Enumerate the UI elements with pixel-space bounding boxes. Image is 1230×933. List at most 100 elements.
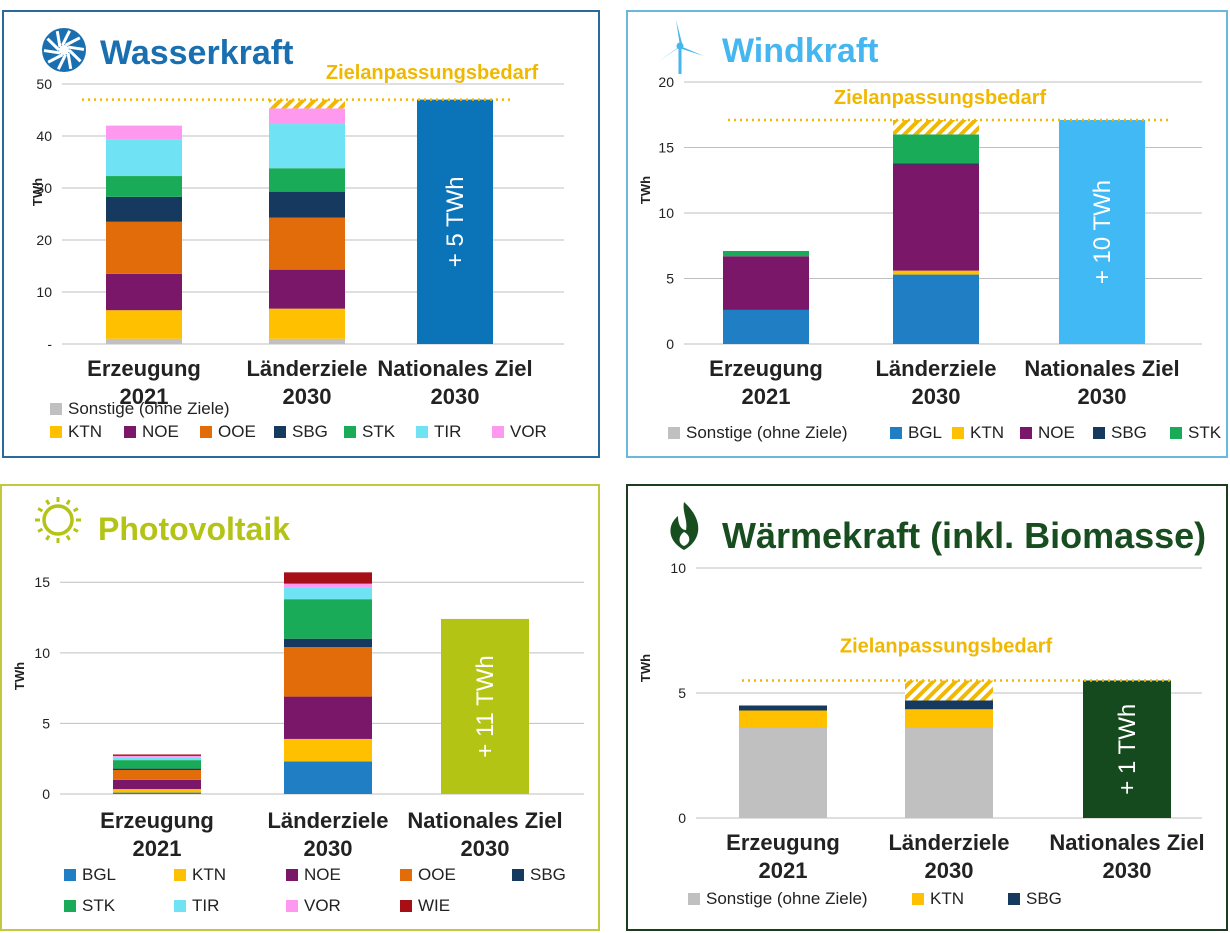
bar-segment-wie-0: [113, 754, 201, 756]
legend-swatch: [1093, 427, 1105, 439]
panel-waermekraft: Wärmekraft (inkl. Biomasse) 0 5 10 TWh + 1 TW…: [626, 484, 1228, 931]
bar-national-target: [441, 618, 529, 794]
bar-segment-stk-0: [723, 250, 809, 257]
turbine-blade: [658, 46, 680, 62]
legend-label: OOE: [418, 865, 456, 884]
bar-segment-vor-1: [284, 583, 372, 588]
legend-swatch: [890, 427, 902, 439]
y-tick-label: 0: [42, 786, 50, 802]
panel-windkraft: Windkraft 0 5 10 15 20 TWh + 10 TWh Zielanpassun…: [626, 10, 1228, 458]
legend-swatch: [512, 869, 524, 881]
legend-label: Sonstige (ohne Ziele): [68, 399, 230, 418]
legend-label: NOE: [304, 865, 341, 884]
x-category-label: Nationales Ziel: [377, 356, 532, 381]
sun-icon: [35, 497, 81, 543]
bar-national-target: [1083, 680, 1171, 818]
x-category-label: 2030: [461, 836, 510, 861]
target-label: Zielanpassungsbedarf: [840, 636, 1053, 658]
y-tick-label: 10: [670, 560, 686, 576]
bar-segment-noe-1: [269, 269, 345, 309]
bar-segment-stk-1: [284, 599, 372, 639]
turbine-blade: [61, 30, 71, 46]
legend-label: WIE: [418, 896, 450, 915]
x-category-label: Länderziele: [888, 830, 1009, 855]
legend-label: SBG: [1111, 423, 1147, 442]
bar-segment-vor-0: [106, 125, 182, 140]
chart-title: Photovoltaik: [98, 511, 290, 547]
chart-title: Wasserkraft: [100, 34, 293, 72]
panel-wasserkraft: Wasserkraft -10 20 30 40 50 TWh + 5 TWh Zielanpa…: [2, 10, 600, 458]
legend-label: KTN: [192, 865, 226, 884]
bar-segment-sbg-0: [113, 768, 201, 770]
legend-label: KTN: [930, 889, 964, 908]
flame-shape: [670, 502, 699, 550]
legend-swatch: [952, 427, 964, 439]
sun-core: [42, 504, 74, 536]
national-bar-label: + 10 TWh: [1089, 180, 1116, 284]
x-category-label: Erzeugung: [709, 356, 823, 381]
legend-label: VOR: [304, 896, 341, 915]
y-tick-label: 0: [666, 336, 674, 352]
turbine-hub: [676, 42, 684, 50]
bar-segment-ktn-1: [905, 709, 993, 728]
bar-segment-ktn-1: [269, 308, 345, 339]
sun-ray: [72, 527, 79, 533]
bar-segment-bgl-0: [723, 309, 809, 344]
bar-segment-wie-1: [284, 572, 372, 584]
y-tick-label: 10: [658, 205, 674, 221]
bar-segment-tir-1: [284, 587, 372, 600]
legend-swatch: [1170, 427, 1182, 439]
legend-swatch: [174, 900, 186, 912]
y-tick-label: 5: [666, 271, 674, 287]
legend-swatch: [286, 869, 298, 881]
turbine-blade: [67, 45, 85, 51]
bar-segment-ktn-0: [106, 310, 182, 339]
legend-label: STK: [1188, 423, 1222, 442]
chart-title: Wärmekraft (inkl. Biomasse): [722, 515, 1206, 556]
bar-segment-tir-0: [113, 757, 201, 761]
legend-swatch: [492, 426, 504, 438]
bar-segment-tir-0: [106, 139, 182, 177]
legend-swatch: [1008, 893, 1020, 905]
x-category-label: 2030: [1078, 384, 1127, 409]
y-axis-label: TWh: [30, 178, 45, 206]
y-tick-label: 10: [34, 645, 50, 661]
legend-swatch: [50, 426, 62, 438]
chart-waermekraft: Wärmekraft (inkl. Biomasse) 0 5 10 TWh + 1 TW…: [638, 502, 1206, 908]
y-tick-label: 50: [36, 76, 52, 92]
y-tick-label: 30: [36, 180, 52, 196]
y-tick-label: 5: [678, 685, 686, 701]
target-label: Zielanpassungsbedarf: [326, 62, 539, 84]
legend-swatch: [1020, 427, 1032, 439]
bar-segment-sonstige-1: [269, 338, 345, 344]
chart-windkraft: Windkraft 0 5 10 15 20 TWh + 10 TWh Zielanpassun…: [638, 20, 1222, 442]
sun-ray: [65, 499, 71, 506]
chart-photovoltaik: Photovoltaik 0 5 10 15 TWh + 11 TWh Erzeugung 20…: [12, 497, 584, 915]
turbine-blade: [46, 37, 61, 52]
bar-segment-sonstige-0: [106, 338, 182, 344]
x-category-label: 2030: [283, 384, 332, 409]
legend-label: NOE: [142, 422, 179, 441]
y-tick-label: 15: [658, 140, 674, 156]
legend-label: VOR: [510, 422, 547, 441]
sun-ray: [45, 534, 51, 541]
turbine-blade: [47, 53, 64, 64]
turbine-blade: [57, 54, 67, 70]
bar-segment-ooe-1: [284, 647, 372, 697]
bar-segment-noe-1: [284, 696, 372, 739]
legend-label: Sonstige (ohne Ziele): [686, 423, 848, 442]
x-category-label: Nationales Ziel: [1024, 356, 1179, 381]
bar-national-target: [1059, 119, 1145, 345]
bar-segment-sbg-1: [893, 163, 979, 165]
turbine-blade: [64, 36, 81, 47]
bar-segment-ooe-0: [106, 221, 182, 274]
turbine-blade: [676, 20, 682, 46]
x-category-label: Erzeugung: [726, 830, 840, 855]
legend-swatch: [344, 426, 356, 438]
y-axis-label: TWh: [12, 662, 27, 690]
sun-ray: [65, 534, 71, 541]
x-category-label: 2021: [133, 836, 182, 861]
legend-swatch: [286, 900, 298, 912]
legend-label: TIR: [192, 896, 219, 915]
